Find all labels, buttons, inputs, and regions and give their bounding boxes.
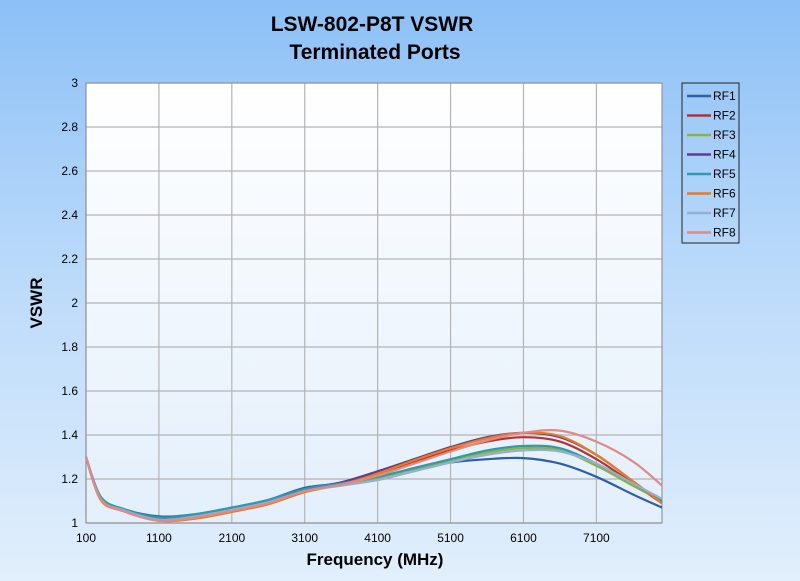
y-tick-label: 2.6 [61, 164, 78, 178]
series-line-rf8 [84, 428, 663, 523]
y-tick-label: 2.8 [61, 120, 78, 134]
x-tick-label: 1100 [146, 531, 172, 545]
y-tick-labels: 1 1.2 1.4 1.6 1.8 2 2.2 2.4 2.6 2.8 3 [61, 76, 78, 530]
y-tick-label: 2.2 [61, 252, 78, 266]
series-line-rf7 [84, 448, 663, 522]
legend-label: RF7 [713, 206, 736, 220]
y-tick-label: 1.6 [61, 384, 78, 398]
gridlines [85, 82, 663, 524]
x-tick-label: 6100 [510, 531, 537, 545]
legend-label: RF6 [713, 187, 736, 201]
legend-label: RF8 [713, 226, 736, 240]
y-axis-label: VSWR [27, 278, 46, 329]
legend-label: RF3 [713, 128, 736, 142]
x-tick-labels: 100 1100 2100 3100 4100 5100 6100 7100 [76, 531, 610, 545]
plot-border [85, 82, 663, 524]
legend-label: RF5 [713, 167, 736, 181]
x-tick-label: 100 [76, 531, 96, 545]
x-tick-label: 2100 [218, 531, 245, 545]
chart-subtitle: Terminated Ports [289, 41, 460, 64]
y-tick-label: 1.4 [61, 428, 78, 442]
legend-label: RF1 [713, 89, 736, 103]
series-lines [84, 428, 663, 523]
y-tick-label: 1 [71, 516, 78, 530]
legend: RF1 RF2 RF3 RF4 RF5 RF6 RF7 RF8 [681, 82, 740, 244]
x-tick-label: 5100 [437, 531, 464, 545]
y-tick-label: 2.4 [61, 208, 78, 222]
x-tick-label: 7100 [583, 531, 610, 545]
y-tick-label: 1.2 [61, 472, 78, 486]
y-tick-label: 3 [71, 76, 78, 90]
y-tick-label: 1.8 [61, 340, 78, 354]
x-axis-label: Frequency (MHz) [307, 550, 444, 569]
chart-title: LSW-802-P8T VSWR [271, 13, 474, 36]
legend-label: RF4 [713, 148, 736, 162]
legend-label: RF2 [713, 109, 736, 123]
x-tick-label: 4100 [364, 531, 391, 545]
x-tick-label: 3100 [291, 531, 318, 545]
y-tick-label: 2 [71, 296, 78, 310]
